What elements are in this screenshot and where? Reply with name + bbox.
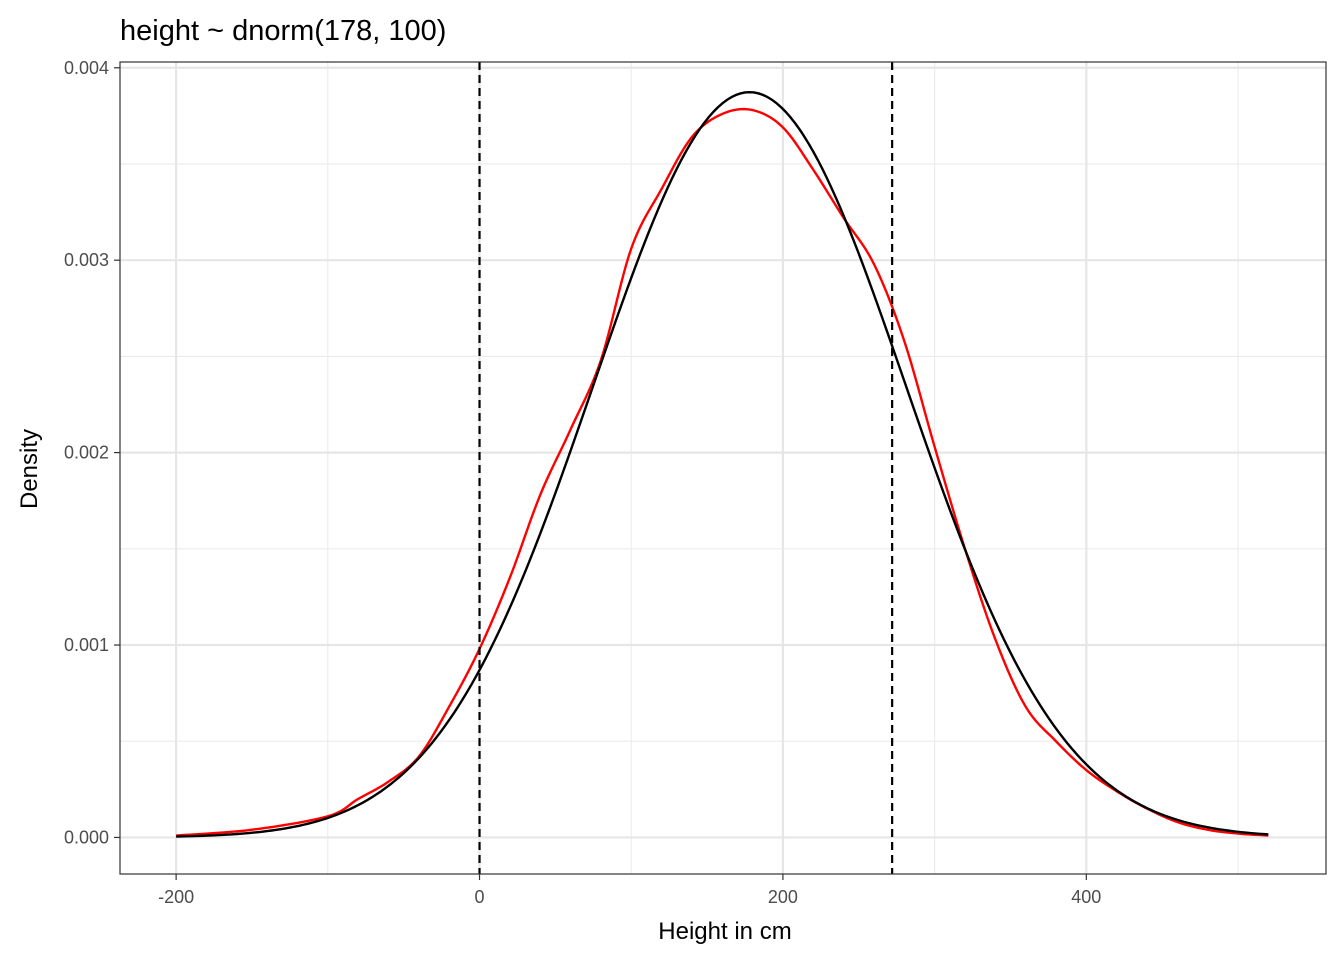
y-axis-title: Density	[16, 429, 43, 509]
plot-panel	[114, 61, 1327, 880]
sample-density-line	[176, 107, 1269, 837]
x-tick-label: 200	[768, 887, 798, 907]
y-tick-label: 0.000	[64, 827, 109, 847]
x-tick-label: -200	[158, 887, 194, 907]
y-tick-label: 0.002	[64, 443, 109, 463]
x-axis-title: Height in cm	[658, 918, 791, 945]
y-tick-label: 0.004	[64, 58, 109, 78]
normal-density-line	[176, 90, 1269, 838]
x-tick-label: 0	[475, 887, 485, 907]
panel-border	[119, 61, 1327, 875]
chart-title: height ~ dnorm(178, 100)	[120, 15, 446, 47]
x-tick-label: 400	[1071, 887, 1101, 907]
y-tick-label: 0.001	[64, 635, 109, 655]
y-tick-label: 0.003	[64, 250, 109, 270]
